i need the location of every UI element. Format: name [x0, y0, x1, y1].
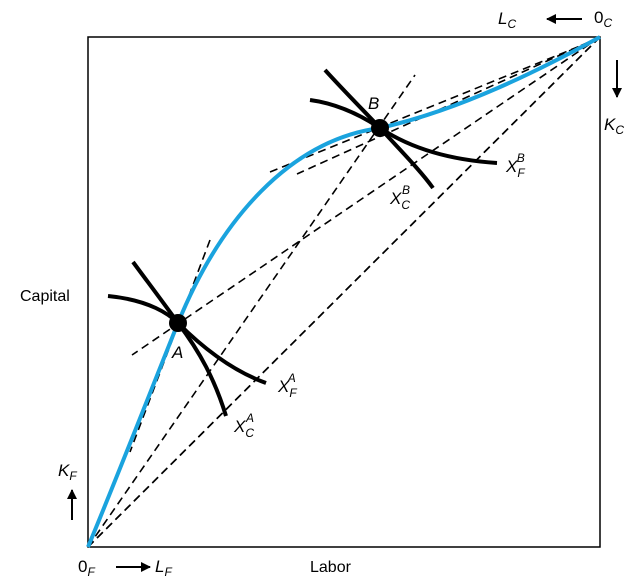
lc-label: LC [498, 9, 516, 31]
point-a-marker [169, 314, 187, 332]
ray-0c-to-a [131, 36, 601, 356]
point-b-label: B [368, 94, 379, 113]
edgeworth-box-frame [87, 36, 601, 548]
isoquant-xfa-curve [107, 294, 267, 385]
origin-food-label: 0F [78, 557, 95, 579]
ray-0c-to-b [296, 36, 601, 175]
isoquant-xfa-label: XFA [277, 371, 297, 400]
point-a-label: A [171, 343, 183, 362]
tangent-at-a [129, 239, 211, 453]
origin-cloth-label: 0C [594, 8, 612, 30]
tangent-at-b [269, 41, 591, 173]
cloth-origin-rays [87, 36, 601, 548]
ray-0c-lower [87, 36, 601, 548]
ray-0f-to-b [87, 74, 416, 548]
point-b-marker [371, 119, 389, 137]
lf-label: LF [155, 557, 172, 579]
isoquant-xcb-label: XCB [389, 183, 410, 212]
y-axis-label: Capital [20, 288, 70, 305]
kc-label: KC [604, 115, 624, 137]
kf-label: KF [58, 461, 77, 483]
isoquant-xfb-label: XFB [505, 151, 525, 180]
contract-curve [86, 35, 601, 548]
isoquant-xca-curve [131, 260, 228, 417]
isoquant-xca-label: XCA [233, 411, 254, 440]
x-axis-label: Labor [310, 559, 352, 576]
